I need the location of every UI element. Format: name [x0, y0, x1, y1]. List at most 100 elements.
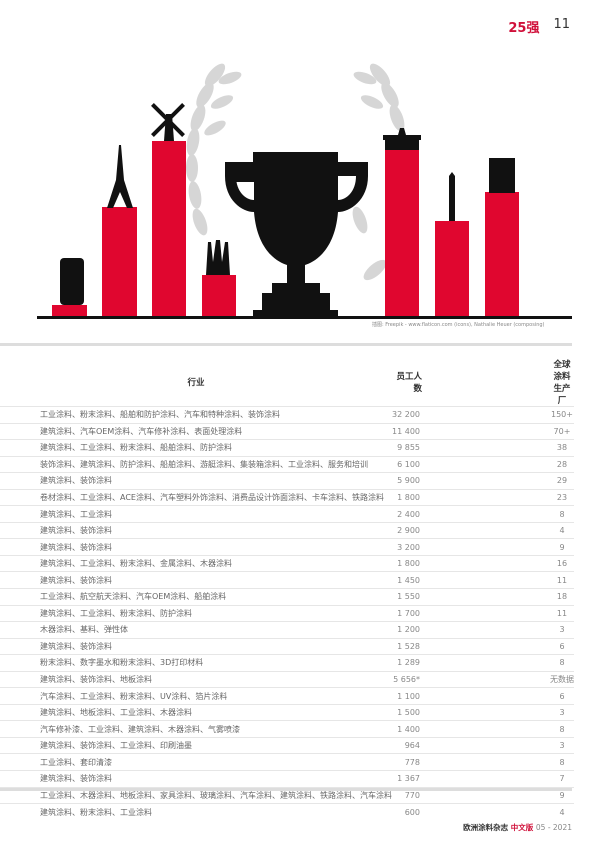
employees-cell: 1 289: [392, 654, 550, 672]
employees-cell: 1 367: [392, 770, 550, 788]
industry-cell: 汽车修补漆、工业涂料、建筑涂料、木器涂料、气雾喷漆: [0, 720, 392, 738]
col-plants: 全球涂料生产厂: [553, 360, 571, 406]
gate-tower-icon: [489, 158, 515, 193]
sagrada-familia-icon: [206, 240, 230, 275]
table-row: 建筑涂料、工业涂料、粉末涂料、防护涂料 1 700 11: [0, 604, 574, 622]
magazine-name: 欧洲涂料杂志: [463, 823, 509, 832]
employees-cell: 2 900: [392, 521, 550, 539]
employees-cell: 1 700: [392, 604, 550, 622]
industry-cell: 建筑涂料、装饰涂料: [0, 571, 392, 589]
employees-cell: 1 200: [392, 621, 550, 639]
col-industry: 行业: [187, 378, 205, 388]
table-row: 汽车修补漆、工业涂料、建筑涂料、木器涂料、气雾喷漆 1 400 8: [0, 720, 574, 738]
employees-cell: 1 800: [392, 488, 550, 506]
table-row: 建筑涂料、粉末涂料、工业涂料 600 4: [0, 803, 574, 821]
plants-cell: 4: [550, 521, 574, 539]
plants-cell: 7: [550, 770, 574, 788]
laurel-left-icon: [186, 63, 242, 236]
plants-cell: 8: [550, 505, 574, 523]
table-row: 卷材涂料、工业涂料、ACE涂料、汽车塑料外饰涂料、消费品设计饰面涂料、卡车涂料、…: [0, 488, 574, 506]
page-number: 11: [553, 17, 570, 32]
col-employees: 员工人数: [396, 372, 422, 394]
plants-cell: 3: [550, 621, 574, 639]
industry-cell: 建筑涂料、工业涂料、粉末涂料、船舶涂料、防护涂料: [0, 439, 392, 457]
table-row: 建筑涂料、工业涂料 2 400 8: [0, 505, 574, 523]
plants-cell: 6: [550, 637, 574, 655]
plants-cell: 8: [550, 753, 574, 771]
plants-cell: 8: [550, 720, 574, 738]
table-row: 工业涂料、航空航天涂料、汽车OEM涂料、船舶涂料 1 550 18: [0, 588, 574, 606]
industry-cell: 装饰涂料、建筑涂料、防护涂料、船舶涂料、游艇涂料、集装箱涂料、工业涂料、服务和培…: [0, 455, 392, 473]
plants-cell: 28: [550, 455, 574, 473]
section-label: 25强: [508, 21, 540, 36]
employees-cell: 5 900: [392, 472, 550, 490]
plants-cell: 9: [550, 538, 574, 556]
industry-cell: 建筑涂料、装饰涂料、地板涂料: [0, 670, 392, 688]
employees-cell: 778: [392, 753, 550, 771]
table-row: 装饰涂料、建筑涂料、防护涂料、船舶涂料、游艇涂料、集装箱涂料、工业涂料、服务和培…: [0, 455, 574, 473]
plants-cell: 23: [550, 488, 574, 506]
table-row: 建筑涂料、装饰涂料 3 200 9: [0, 538, 574, 556]
table-row: 建筑涂料、装饰涂料、工业涂料、印刷油墨 964 3: [0, 736, 574, 754]
plants-cell: 11: [550, 604, 574, 622]
image-credit: 插图: Freepik - www.flaticon.com (icons), …: [372, 322, 545, 328]
table-row: 建筑涂料、装饰涂料 5 900 29: [0, 472, 574, 490]
table-row: 工业涂料、套印清漆 778 8: [0, 753, 574, 771]
plants-cell: 16: [550, 554, 574, 572]
plants-cell: 70+: [550, 422, 574, 440]
industry-cell: 建筑涂料、工业涂料、粉末涂料、金属涂料、木器涂料: [0, 554, 392, 572]
employees-cell: 1 450: [392, 571, 550, 589]
table-row: 粉末涂料、数字墨水和粉末涂料、3D打印材料 1 289 8: [0, 654, 574, 672]
industry-cell: 汽车涂料、工业涂料、粉末涂料、UV涂料、箔片涂料: [0, 687, 392, 705]
industry-cell: 建筑涂料、工业涂料: [0, 505, 392, 523]
employees-cell: 32 200: [392, 406, 550, 424]
table-row: 建筑涂料、工业涂料、粉末涂料、船舶涂料、防护涂料 9 855 38: [0, 439, 574, 457]
employees-cell: 2 400: [392, 505, 550, 523]
employees-cell: 1 528: [392, 637, 550, 655]
table-bottom-rule: [0, 788, 572, 791]
issue-date: 05 - 2021: [535, 823, 572, 832]
industry-cell: 建筑涂料、装饰涂料: [0, 521, 392, 539]
employees-cell: 1 100: [392, 687, 550, 705]
plants-cell: 6: [550, 687, 574, 705]
eiffel-tower-icon: [107, 145, 133, 208]
industry-cell: 卷材涂料、工业涂料、ACE涂料、汽车塑料外饰涂料、消费品设计饰面涂料、卡车涂料、…: [0, 488, 392, 506]
employees-cell: 6 100: [392, 455, 550, 473]
employees-cell: 9 855: [392, 439, 550, 457]
illustration: [37, 63, 572, 319]
industry-cell: 建筑涂料、工业涂料、粉末涂料、防护涂料: [0, 604, 392, 622]
baseline: [37, 316, 572, 319]
industry-cell: 建筑涂料、装饰涂料: [0, 538, 392, 556]
industry-cell: 工业涂料、套印清漆: [0, 753, 392, 771]
table-row: 建筑涂料、装饰涂料 1 450 11: [0, 571, 574, 589]
plants-cell: 4: [550, 803, 574, 821]
table-row: 建筑涂料、工业涂料、粉末涂料、金属涂料、木器涂料 1 800 16: [0, 554, 574, 572]
table-row: 建筑涂料、装饰涂料 1 528 6: [0, 637, 574, 655]
plants-cell: 无数据: [550, 670, 574, 688]
plants-cell: 38: [550, 439, 574, 457]
employees-cell: 1 400: [392, 720, 550, 738]
bars: [52, 141, 519, 318]
table-row: 建筑涂料、装饰涂料 2 900 4: [0, 521, 574, 539]
plants-cell: 3: [550, 703, 574, 721]
table-row: 汽车涂料、工业涂料、粉末涂料、UV涂料、箔片涂料 1 100 6: [0, 687, 574, 705]
employees-cell: 3 200: [392, 538, 550, 556]
employees-cell: 1 500: [392, 703, 550, 721]
industry-cell: 建筑涂料、装饰涂料: [0, 770, 392, 788]
plants-cell: 150+: [550, 406, 574, 424]
industry-cell: 建筑涂料、装饰涂料: [0, 637, 392, 655]
page-header: 25强 11: [508, 17, 570, 36]
footer: 欧洲涂料杂志 中文版 05 - 2021: [463, 822, 572, 833]
tower-icon: [449, 172, 455, 221]
table-row: 建筑涂料、装饰涂料、地板涂料 5 656* 无数据: [0, 670, 574, 688]
industry-cell: 建筑涂料、粉末涂料、工业涂料: [0, 803, 392, 821]
table-top-rule: [0, 343, 572, 346]
employees-cell: 1 550: [392, 588, 550, 606]
edition: 中文版: [510, 823, 534, 832]
trophy-icon: [225, 152, 368, 318]
employees-cell: 5 656*: [392, 670, 550, 688]
industry-cell: 木器涂料、基料、弹性体: [0, 621, 392, 639]
plants-cell: 8: [550, 654, 574, 672]
landmarks: [37, 103, 572, 319]
industry-cell: 建筑涂料、汽车OEM涂料、汽车修补涂料、表面处理涂料: [0, 422, 392, 440]
